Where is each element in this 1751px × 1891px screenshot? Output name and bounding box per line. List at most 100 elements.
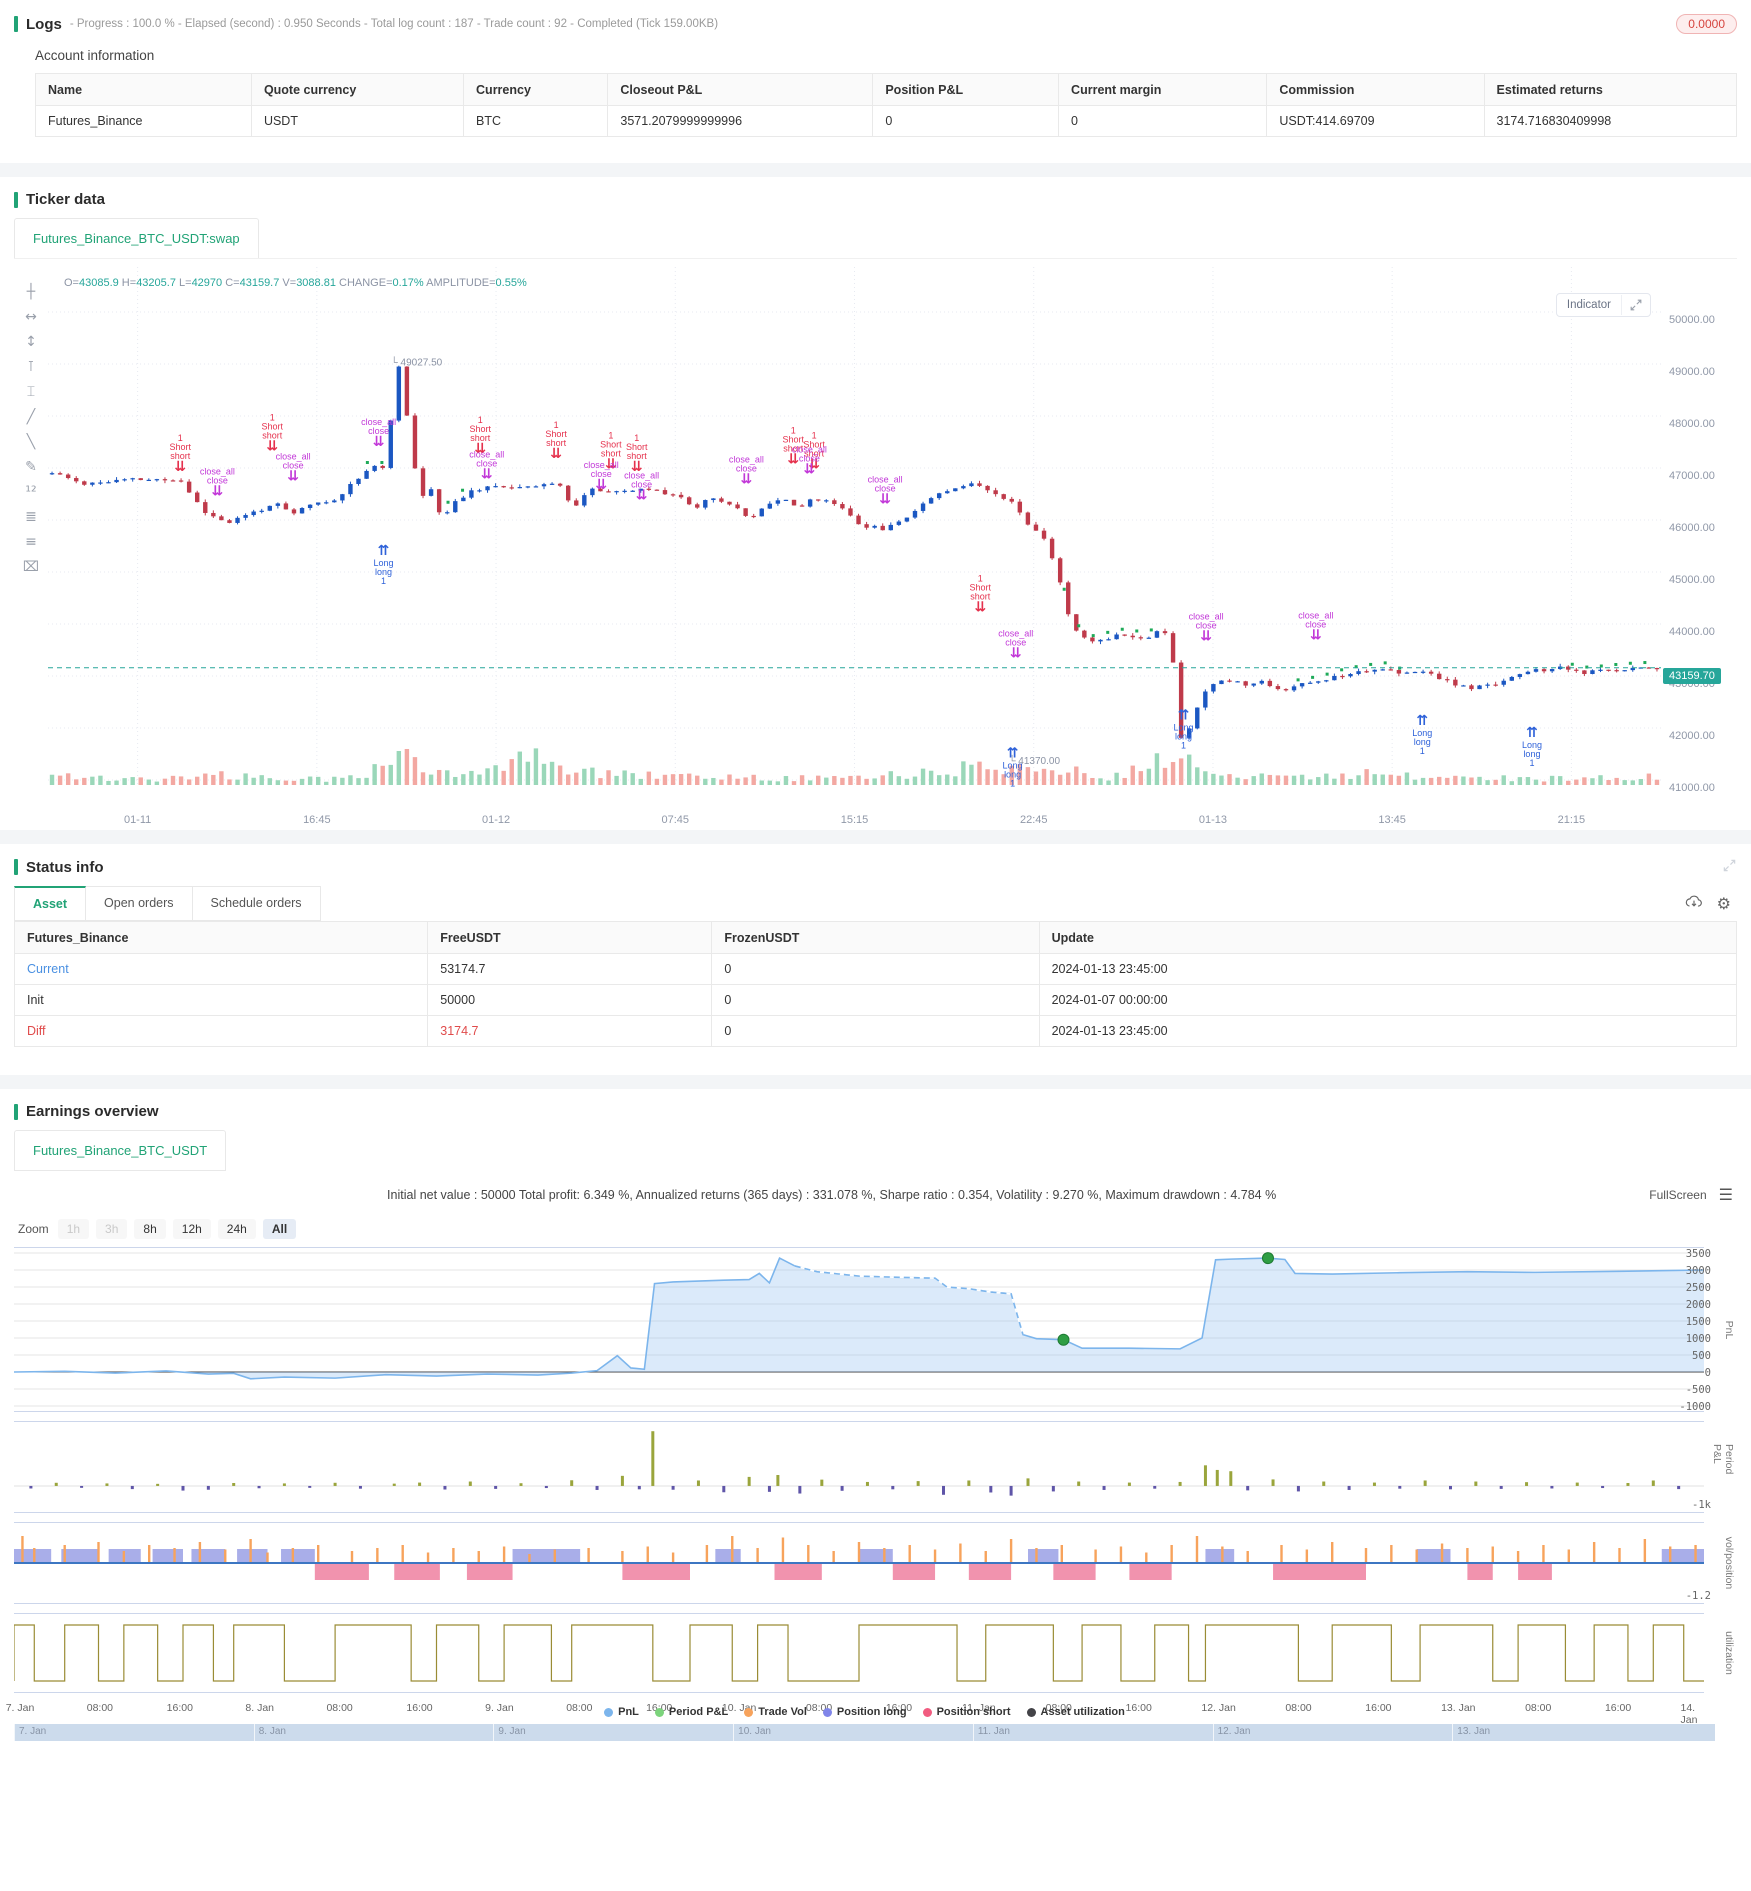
legend-item-trade-vol[interactable]: Trade Vol — [744, 1706, 807, 1718]
candles-canvas[interactable]: └ 49027.50└ 41370.001Shortshort⇊1Shortsh… — [48, 267, 1661, 807]
zoom-24h-button[interactable]: 24h — [217, 1219, 256, 1239]
cloud-download-icon[interactable] — [1685, 894, 1703, 913]
x-axis-time-label: 08:00 — [1045, 1702, 1072, 1714]
svg-text:└ 41370.00: └ 41370.00 — [1008, 754, 1060, 767]
pnl-panel[interactable]: 3500 3000 2500 2000 1500 1000 500 0 -500 -1000 PnL — [14, 1247, 1735, 1413]
svg-text:1: 1 — [608, 431, 613, 441]
section-accent-bar — [14, 191, 18, 208]
svg-text:close: close — [476, 458, 497, 468]
account-col-header: Quote currency — [250, 73, 465, 106]
sliders-icon[interactable]: ≡ — [25, 534, 37, 550]
svg-text:short: short — [262, 430, 283, 440]
svg-text:Short: Short — [545, 429, 567, 439]
fullscreen-button[interactable]: FullScreen — [1649, 1188, 1707, 1202]
svg-text:⇊: ⇊ — [211, 484, 223, 500]
price-axis[interactable]: 50000.00 49000.00 48000.00 47000.00 46000.00… — [1661, 267, 1737, 830]
price-axis-label: 50000.00 — [1669, 314, 1715, 326]
navigator-day-label: 9. Jan — [498, 1726, 526, 1737]
svg-text:Long: Long — [1522, 740, 1542, 750]
period-pnl-panel[interactable]: -1k Period P&L — [14, 1421, 1735, 1513]
status-cell: 0 — [711, 1015, 1040, 1047]
svg-text:close_all: close_all — [276, 452, 311, 462]
svg-text:close_all: close_all — [584, 460, 619, 470]
utilization-panel[interactable]: utilization — [14, 1613, 1735, 1693]
gear-icon[interactable]: ⚙ — [1716, 894, 1731, 913]
svg-text:1: 1 — [1181, 741, 1186, 751]
svg-text:1: 1 — [978, 574, 983, 584]
status-row-label[interactable]: Current — [13, 953, 429, 985]
svg-text:Short: Short — [970, 583, 992, 593]
candlestick-chart[interactable]: ┼ ↔ ↕ ⊺ ⌶ ╱ ╲ ✎ ¹² ≣ ≡ ⌧ O=43085.9 H=43205.7 L=4297… — [14, 258, 1737, 830]
account-cell: Futures_Binance — [35, 105, 252, 137]
svg-text:short: short — [804, 449, 825, 459]
trendline-icon[interactable]: ╱ — [26, 409, 36, 425]
price-axis-label: 42000.00 — [1669, 730, 1715, 742]
ticker-symbol-tab[interactable]: Futures_Binance_BTC_USDT:swap — [14, 218, 259, 259]
status-cell: 2024-01-13 23:45:00 — [1038, 1015, 1738, 1047]
svg-text:close: close — [591, 469, 612, 479]
crosshair-icon[interactable]: ┼ — [26, 284, 36, 300]
account-col-header: Position P&L — [872, 73, 1060, 106]
candlestick-plot-area[interactable]: O=43085.9 H=43205.7 L=42970 C=43159.7 V=… — [48, 267, 1661, 830]
svg-text:close_all: close_all — [868, 474, 903, 484]
ticker-section: Ticker data Futures_Binance_BTC_USDT:swa… — [0, 177, 1751, 830]
x-axis-time-label: 16:00 — [1604, 1702, 1632, 1714]
svg-text:close_all: close_all — [1298, 611, 1333, 621]
horizontal-arrows-icon[interactable]: ↔ — [25, 309, 37, 325]
legend-item-period-p&l[interactable]: Period P&L — [654, 1706, 728, 1718]
chart-navigator[interactable]: 7. Jan 8. Jan 9. Jan 10. Jan 11. Jan 12. Jan 1… — [14, 1724, 1715, 1741]
svg-text:long: long — [1523, 749, 1540, 759]
pnl-tick: 0 — [1704, 1367, 1711, 1379]
svg-text:⇊: ⇊ — [550, 446, 562, 462]
channel-icon[interactable]: ╲ — [26, 434, 36, 450]
ibeam-icon[interactable]: ⌶ — [26, 384, 36, 400]
menu-icon[interactable]: ☰ — [1718, 1187, 1733, 1204]
zoom-12h-button[interactable]: 12h — [172, 1219, 211, 1239]
svg-text:⇊: ⇊ — [595, 477, 607, 493]
time-axis-label: 21:15 — [1557, 814, 1586, 826]
svg-text:⇊: ⇊ — [787, 451, 799, 467]
svg-text:⇊: ⇊ — [803, 461, 815, 477]
zoom-8h-button[interactable]: 8h — [134, 1219, 166, 1239]
trash-icon[interactable]: ⌧ — [22, 559, 40, 575]
account-col-header: Estimated returns — [1483, 73, 1738, 106]
section-divider — [0, 830, 1751, 844]
pnl-tick: 2000 — [1685, 1299, 1711, 1311]
tab-open-orders[interactable]: Open orders — [86, 886, 193, 921]
tab-asset[interactable]: Asset — [14, 886, 87, 921]
earnings-symbol-tab[interactable]: Futures_Binance_BTC_USDT — [14, 1130, 227, 1171]
legend-item-asset-utilization[interactable]: Asset utilization — [1026, 1706, 1125, 1718]
earnings-chart[interactable]: 3500 3000 2500 2000 1500 1000 500 0 -500 -1000 PnL… — [6, 1247, 1737, 1741]
legend-dot — [922, 1707, 932, 1717]
vol-position-panel[interactable]: -1.2 vol/position — [14, 1522, 1735, 1604]
svg-text:⇊: ⇊ — [605, 457, 617, 473]
indicator-button[interactable]: Indicator — [1555, 293, 1651, 317]
legend-item-position-long[interactable]: Position long — [822, 1706, 907, 1718]
x-axis-time-label: 16:00 — [406, 1702, 433, 1714]
legend-label: PnL — [618, 1706, 639, 1718]
svg-text:⇊: ⇊ — [373, 434, 385, 450]
account-col-header: Currency — [463, 73, 609, 106]
pattern-icon[interactable]: ≣ — [25, 509, 37, 525]
legend-item-pnl[interactable]: PnL — [604, 1706, 639, 1718]
time-axis-label: 01-11 — [123, 814, 152, 826]
x-axis-day-label: 11. Jan — [962, 1702, 996, 1714]
tbar-icon[interactable]: ⊺ — [27, 359, 35, 375]
expand-icon[interactable] — [1622, 294, 1650, 316]
svg-text:⇈: ⇈ — [1178, 708, 1190, 724]
annotate-icon[interactable]: ✎ — [25, 459, 37, 475]
section-divider — [0, 163, 1751, 177]
svg-text:⇈: ⇈ — [378, 543, 390, 559]
zoom-all-button[interactable]: All — [262, 1219, 297, 1239]
collapse-icon[interactable] — [1722, 858, 1737, 876]
account-info-title: Account information — [35, 48, 155, 63]
svg-text:⇈: ⇈ — [1416, 713, 1428, 729]
legend-item-position-short[interactable]: Position short — [922, 1706, 1011, 1718]
vertical-arrows-icon[interactable]: ↕ — [25, 334, 37, 350]
status-col-header: Futures_Binance — [13, 921, 429, 954]
svg-text:close: close — [736, 464, 757, 474]
tab-schedule-orders[interactable]: Schedule orders — [192, 886, 321, 921]
earnings-section: Earnings overview Futures_Binance_BTC_US… — [0, 1089, 1751, 1761]
x-axis-time-label: 08:00 — [326, 1702, 353, 1714]
numbers-icon[interactable]: ¹² — [25, 484, 37, 500]
